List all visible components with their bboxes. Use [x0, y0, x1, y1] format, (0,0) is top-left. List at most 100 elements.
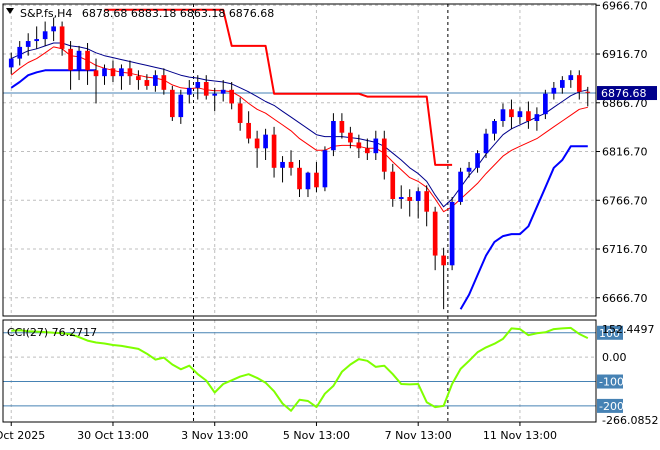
candle-body — [568, 75, 574, 81]
candle-body — [246, 122, 251, 139]
candle-body — [398, 197, 404, 199]
candle-body — [51, 26, 56, 32]
candles — [8, 17, 591, 310]
candle-body — [475, 153, 480, 168]
candle-body — [127, 68, 133, 77]
candle-body — [449, 201, 455, 266]
candle-body — [381, 138, 387, 172]
time-tick-label: 30 Oct 13:00 — [77, 429, 149, 442]
cci-level-label: -200 — [599, 400, 624, 413]
candle-body — [178, 94, 184, 118]
grid-lines — [3, 4, 596, 422]
candle-body — [373, 138, 379, 154]
cci-level-tag — [597, 325, 623, 340]
candle-body — [585, 91, 591, 93]
time-tick-label: 3 Nov 13:00 — [181, 429, 248, 442]
candle-body — [509, 109, 514, 118]
candle-body — [441, 255, 446, 266]
candle-body — [68, 48, 73, 71]
cci-level-tag — [597, 398, 623, 413]
cci-caption: CCI(27) 76.2717 — [7, 326, 97, 339]
candle-body — [331, 121, 336, 151]
candle-body — [280, 161, 285, 168]
symbol-label: S&P.fs,H4 — [20, 7, 72, 20]
price-tick-label: 6666.70 — [602, 292, 648, 305]
candle-body — [305, 172, 311, 190]
price-panel-frame — [2, 3, 597, 317]
candle-body — [576, 75, 582, 92]
candle-body — [390, 171, 396, 199]
candle-body — [17, 46, 23, 59]
candle-body — [119, 68, 124, 77]
candle-body — [93, 70, 99, 77]
price-tick-label: 6916.70 — [602, 48, 648, 61]
cci-level-label: -100 — [599, 376, 624, 389]
candle-body — [458, 171, 463, 202]
price-tick-label: 6766.70 — [602, 194, 648, 207]
candle-body — [136, 76, 141, 81]
candle-body — [424, 191, 430, 212]
symbol-ohlc-caption: S&P.fs,H4 6878.68 6883.18 6863.18 6876.6… — [20, 7, 274, 20]
candle-body — [288, 161, 294, 168]
ohlc-values: 6878.68 6883.18 6863.18 6876.68 — [82, 7, 274, 20]
candle-body — [466, 167, 472, 172]
candle-body — [153, 75, 158, 86]
current-price-tag — [597, 86, 657, 101]
candle-body — [59, 26, 65, 49]
candle-body — [271, 134, 277, 168]
price-indicators — [10, 8, 588, 310]
cci-level-label: 0.00 — [602, 351, 627, 364]
current-price-label: 6876.68 — [601, 87, 647, 100]
cci-min-label: -266.0852 — [602, 414, 658, 427]
axes: 6966.706916.706866.706816.706766.706716.… — [0, 0, 658, 442]
candle-body — [559, 80, 565, 88]
candle-body — [356, 142, 362, 149]
candle-body — [297, 167, 302, 190]
candle-body — [195, 82, 201, 88]
candle-body — [102, 68, 107, 77]
candle-body — [76, 50, 82, 71]
candle-body — [186, 87, 192, 95]
candle-body — [229, 89, 235, 104]
time-tick-label: 28 Oct 2025 — [0, 429, 45, 442]
cci-max-label: 152.4497 — [602, 323, 655, 336]
candle-body — [314, 172, 319, 188]
candle-body — [8, 58, 14, 68]
candle-body — [526, 111, 531, 121]
candle-body — [25, 41, 31, 47]
candle-body — [254, 138, 260, 149]
trailing-stop-bearish — [104, 8, 453, 166]
cci-level-tag — [597, 374, 623, 389]
candle-body — [543, 93, 548, 115]
candle-body — [42, 31, 48, 40]
candle-body — [161, 75, 167, 90]
candle-body — [534, 114, 540, 121]
candle-body — [500, 109, 506, 121]
candle-body — [169, 89, 175, 118]
candle-body — [432, 211, 438, 256]
cci-panel-frame — [2, 319, 597, 423]
cci-level-label: 100 — [599, 327, 620, 340]
candle-body — [407, 197, 413, 201]
candle-body — [110, 68, 116, 77]
candle-body — [348, 132, 353, 143]
candle-body — [517, 111, 523, 118]
candle-body — [322, 150, 328, 188]
candle-body — [483, 133, 489, 154]
candle-body — [85, 50, 90, 71]
trailing-stop-bullish — [459, 145, 588, 310]
caption-arrow-icon — [6, 8, 14, 14]
candle-body — [263, 134, 268, 149]
ema-slow-line — [10, 42, 588, 208]
price-tick-label: 6966.70 — [602, 0, 648, 12]
price-tick-label: 6716.70 — [602, 243, 648, 256]
candle-body — [364, 148, 370, 154]
candle-body — [415, 191, 421, 201]
time-tick-label: 7 Nov 13:00 — [385, 429, 452, 442]
cci-panel — [3, 326, 596, 412]
candle-body — [220, 89, 226, 94]
candle-body — [144, 80, 150, 86]
candle-body — [237, 103, 243, 123]
time-tick-label: 5 Nov 13:00 — [283, 429, 350, 442]
